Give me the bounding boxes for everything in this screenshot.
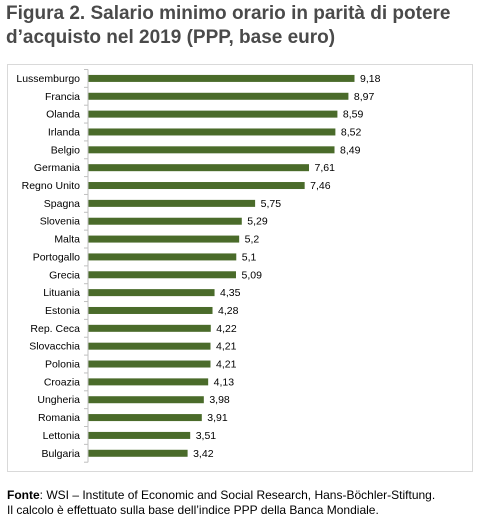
value-label: 5,2: [245, 234, 260, 246]
bar: [88, 110, 338, 118]
bar: [88, 431, 191, 439]
category-label: Malta: [54, 234, 80, 246]
bar: [88, 449, 188, 457]
bar: [88, 217, 242, 225]
bar: [88, 253, 237, 261]
value-label: 8,97: [354, 91, 375, 103]
category-label: Francia: [45, 91, 80, 103]
category-label: Olanda: [46, 109, 80, 121]
value-label: 4,35: [220, 287, 241, 299]
chart-area: Lussemburgo 9,18 Francia 8,97 Olanda 8,59 Irla…: [7, 64, 473, 472]
bar: [88, 414, 202, 422]
value-label: 7,46: [310, 180, 331, 192]
bar: [88, 146, 335, 154]
bar: [88, 289, 215, 297]
value-label: 4,22: [216, 323, 237, 335]
category-label: Grecia: [49, 269, 80, 281]
bar: [88, 360, 211, 368]
bar: [88, 92, 349, 100]
bar: [88, 306, 213, 314]
bar-chart: Lussemburgo 9,18 Francia 8,97 Olanda 8,59 Irla…: [16, 69, 381, 463]
category-label: Ungheria: [37, 394, 80, 406]
bar: [88, 324, 211, 332]
source-method-note: Il calcolo è effettuato sulla base dell’…: [7, 503, 379, 517]
category-label: Lettonia: [43, 430, 81, 442]
value-label: 4,28: [218, 305, 239, 317]
source-note: Fonte: WSI – Institute of Economic and S…: [7, 488, 477, 518]
category-label: Lituania: [43, 287, 80, 299]
value-label: 4,21: [216, 359, 237, 371]
value-label: 3,91: [207, 412, 228, 424]
bar: [88, 271, 236, 279]
bar: [88, 199, 256, 207]
source-label: Fonte: [7, 488, 40, 502]
bar: [88, 128, 336, 136]
value-label: 8,49: [340, 144, 361, 156]
category-label: Polonia: [45, 359, 80, 371]
source-text: : WSI – Institute of Economic and Social…: [39, 488, 436, 502]
value-label: 8,59: [343, 109, 364, 121]
bar: [88, 235, 240, 243]
category-label: Croazia: [44, 376, 80, 388]
category-label: Rep. Ceca: [30, 323, 80, 335]
bar: [88, 396, 204, 404]
value-label: 4,21: [216, 341, 237, 353]
bar: [88, 164, 310, 172]
chart-title-line-2: d’acquisto nel 2019 (PPP, base euro): [6, 27, 336, 48]
category-label: Slovenia: [40, 216, 80, 228]
chart-title: Figura 2. Salario minimo orario in parit…: [6, 2, 476, 50]
category-label: Belgio: [51, 144, 80, 156]
value-label: 5,1: [242, 251, 257, 263]
category-label: Slovacchia: [29, 341, 80, 353]
category-label: Regno Unito: [22, 180, 81, 192]
category-label: Bulgaria: [41, 448, 80, 460]
category-label: Spagna: [44, 198, 80, 210]
value-label: 3,51: [196, 430, 217, 442]
value-label: 3,42: [193, 448, 214, 460]
category-label: Irlanda: [48, 126, 80, 138]
bar: [88, 74, 355, 82]
value-label: 5,09: [241, 269, 262, 281]
category-label: Lussemburgo: [16, 73, 80, 85]
value-label: 3,98: [209, 394, 230, 406]
bar: [88, 342, 211, 350]
value-label: 7,61: [315, 162, 336, 174]
category-label: Portogallo: [33, 251, 80, 263]
bar: [88, 378, 209, 386]
category-label: Romania: [38, 412, 80, 424]
chart-title-line-1: Figura 2. Salario minimo orario in parit…: [6, 3, 451, 24]
value-label: 5,29: [247, 216, 268, 228]
value-label: 9,18: [360, 73, 381, 85]
category-label: Germania: [34, 162, 80, 174]
value-label: 5,75: [261, 198, 282, 210]
category-label: Estonia: [45, 305, 80, 317]
value-label: 4,13: [214, 376, 235, 388]
value-label: 8,52: [341, 126, 362, 138]
bar: [88, 182, 305, 190]
